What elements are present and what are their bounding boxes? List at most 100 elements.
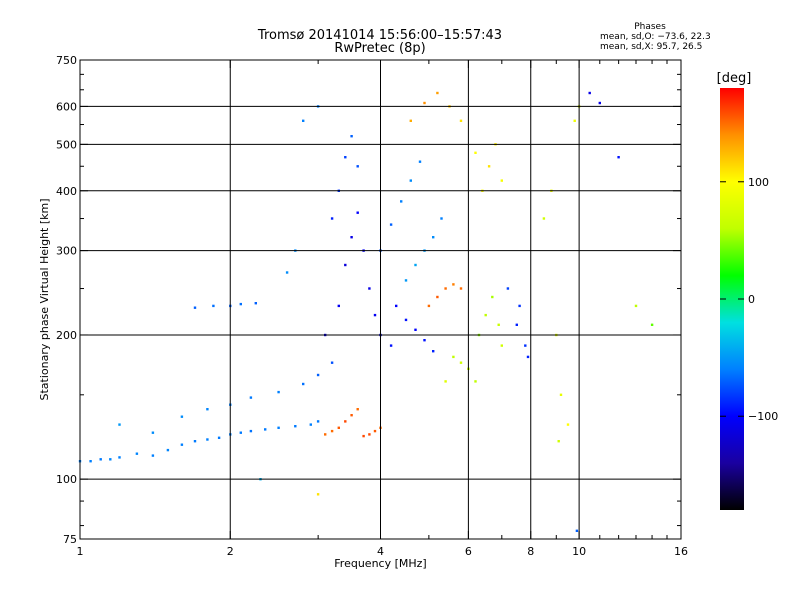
y-tick-label: 75: [63, 533, 77, 546]
data-point: [506, 287, 510, 290]
data-point: [444, 380, 447, 383]
data-point: [212, 304, 215, 308]
data-point: [389, 223, 393, 226]
data-point: [389, 344, 393, 347]
data-point: [497, 323, 500, 326]
data-point: [324, 433, 327, 436]
x-tick-label: 10: [572, 545, 586, 558]
data-point: [575, 529, 579, 532]
data-point: [118, 456, 121, 459]
data-point: [316, 493, 320, 496]
y-tick-label: 400: [56, 185, 77, 198]
data-point: [414, 328, 417, 331]
data-point: [373, 429, 377, 433]
data-point: [491, 295, 494, 299]
data-point: [356, 165, 359, 168]
data-point: [524, 344, 527, 347]
phases-title: Phases: [634, 22, 666, 32]
data-point: [395, 304, 398, 308]
data-point: [277, 390, 280, 394]
data-point: [559, 393, 563, 396]
data-point: [474, 380, 477, 383]
data-point: [404, 318, 408, 322]
data-point: [330, 361, 334, 364]
data-point: [99, 458, 102, 461]
data-point: [617, 156, 620, 159]
colorbar-tick-label: −100: [748, 410, 778, 423]
data-point: [368, 287, 371, 290]
data-point: [344, 420, 347, 423]
data-point: [409, 179, 412, 182]
data-point: [515, 323, 518, 326]
chart-title: Tromsø 20141014 15:56:00–15:57:43: [257, 28, 503, 43]
data-point: [350, 414, 353, 417]
data-point: [500, 179, 503, 182]
y-tick-label: 500: [56, 138, 77, 151]
data-point: [459, 119, 463, 122]
data-point: [588, 91, 591, 95]
data-point: [542, 217, 546, 220]
colorbar-unit-label: [deg]: [717, 71, 752, 86]
data-point: [418, 160, 422, 163]
data-point: [344, 156, 347, 159]
data-point: [356, 408, 359, 411]
data-point: [459, 361, 463, 364]
data-point: [217, 436, 221, 439]
data-point: [344, 263, 347, 267]
data-point: [151, 454, 155, 457]
data-point: [166, 448, 170, 452]
data-point: [206, 408, 209, 411]
data-point: [330, 429, 334, 433]
data-point: [650, 323, 654, 326]
data-point: [362, 434, 365, 438]
data-point: [400, 200, 403, 203]
colorbar-tick-label: 0: [748, 293, 755, 306]
data-point: [316, 420, 320, 423]
data-point: [409, 119, 412, 122]
data-point: [518, 304, 521, 308]
data-point: [239, 431, 242, 434]
data-point: [440, 217, 443, 220]
data-point: [350, 236, 353, 239]
data-point: [423, 101, 426, 105]
data-point: [249, 429, 253, 433]
data-point: [316, 373, 320, 377]
data-point: [285, 271, 289, 274]
data-point: [414, 263, 417, 267]
data-point: [373, 313, 377, 317]
data-point: [500, 344, 503, 347]
data-point: [193, 440, 197, 443]
data-point: [206, 438, 209, 441]
data-point: [557, 440, 560, 443]
x-tick-label: 4: [377, 545, 384, 558]
data-point: [135, 452, 139, 455]
y-tick-label: 100: [56, 473, 77, 486]
colorbar-tick-label: 100: [748, 176, 769, 189]
data-point: [356, 211, 359, 214]
data-point: [432, 236, 435, 239]
y-axis-label: Stationary phase Virtual Height [km]: [38, 198, 51, 400]
data-point: [452, 355, 455, 359]
data-point: [444, 287, 447, 290]
data-point: [337, 426, 340, 429]
phases-o-stats: mean, sd,O: −73.6, 22.3: [600, 32, 711, 42]
colorbar: [deg] 100 0 −100: [717, 71, 778, 510]
data-point: [350, 135, 353, 138]
x-tick-label: 1: [77, 545, 84, 558]
data-point: [89, 460, 92, 463]
data-point: [404, 279, 408, 282]
y-tick-label: 300: [56, 245, 77, 258]
phases-summary: Phases mean, sd,O: −73.6, 22.3 mean, sd,…: [600, 22, 711, 52]
data-point: [239, 302, 242, 306]
chart-subtitle: RwPretec (8p): [334, 41, 426, 56]
phases-x-stats: mean, sd,X: 95.7, 26.5: [600, 42, 703, 52]
x-tick-label: 2: [227, 545, 234, 558]
data-point: [474, 151, 477, 154]
data-point: [118, 423, 121, 426]
data-point: [193, 306, 197, 309]
data-point: [109, 458, 112, 461]
data-point: [277, 426, 280, 429]
axes: 1 2 4 6 8 10 16 75 100 200 300 400 500 600 750: [56, 54, 688, 558]
data-point: [452, 283, 455, 286]
data-point: [598, 101, 601, 105]
